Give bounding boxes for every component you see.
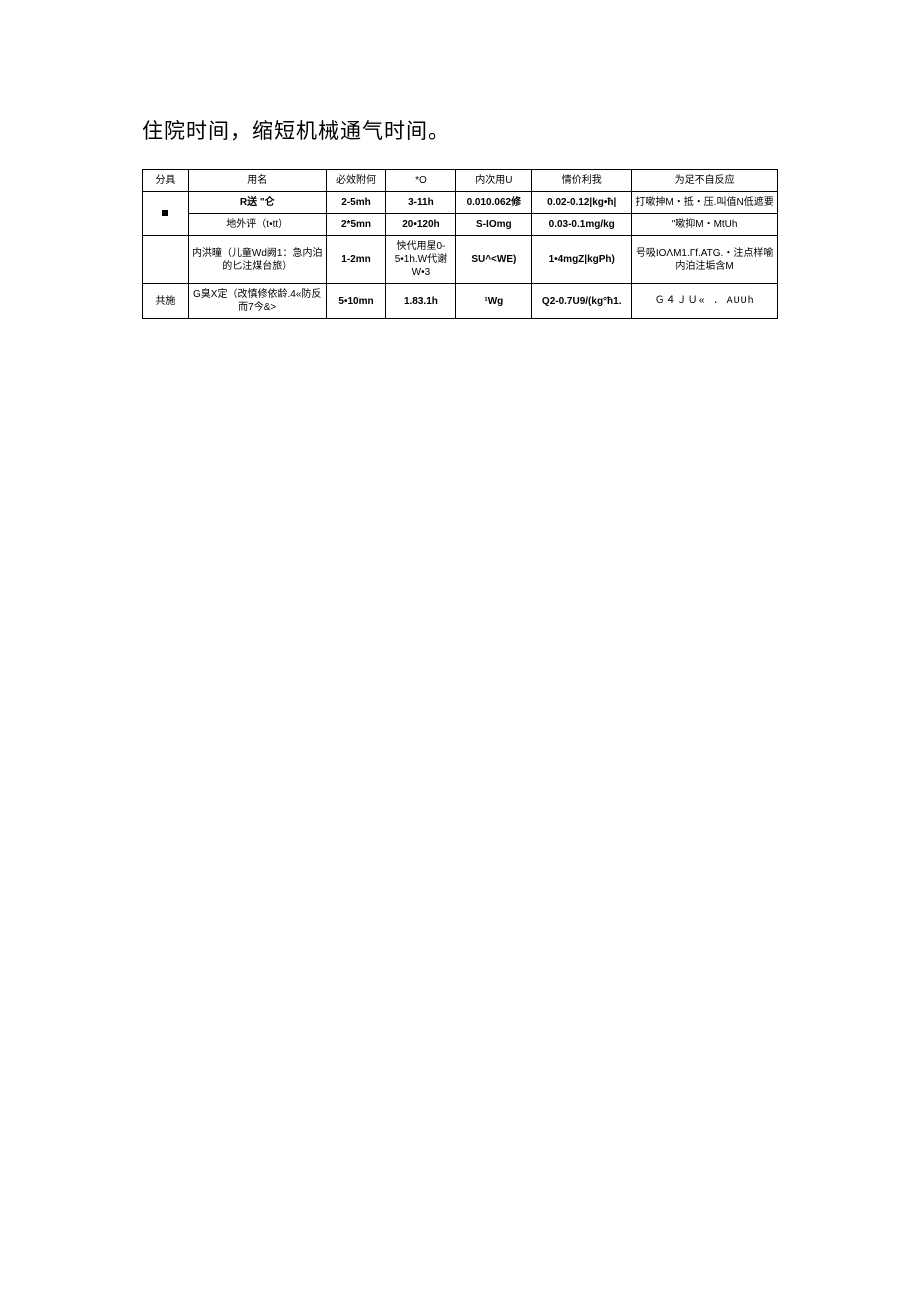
cell: ¹Wg [456, 284, 532, 319]
header-cell: 情价利我 [532, 170, 632, 192]
cell: S-IOmg [456, 214, 532, 236]
cell: 1-2mn [326, 236, 386, 284]
cell: R送 "仑 [188, 192, 326, 214]
cell: 地外评（t•tt） [188, 214, 326, 236]
header-cell: 内次用U [456, 170, 532, 192]
cell: 1•4mgZ|kgPh) [532, 236, 632, 284]
cell: 3-11h [386, 192, 456, 214]
page-heading: 住院时间，缩短机械通气时间。 [142, 115, 778, 145]
cell: 内洪曈（儿童Wd阙1：急内泊的匕注煤台旅） [188, 236, 326, 284]
header-cell: 用名 [188, 170, 326, 192]
data-table: 分具 用名 必效附何 *O 内次用U 情价利我 为足不自反应 R送 "仑 2-5… [142, 169, 778, 319]
header-cell: 分具 [143, 170, 189, 192]
cell: 0.03-0.1mg/kg [532, 214, 632, 236]
cell: Q2-0.7U9/(kg°ħ1. [532, 284, 632, 319]
cell: 打嗽抻M・抵・压.叫值N低遮要 [632, 192, 778, 214]
cell: 0.02-0.12|kg•ħ| [532, 192, 632, 214]
cell: 20•120h [386, 214, 456, 236]
table-row: 内洪曈（儿童Wd阙1：急内泊的匕注煤台旅） 1-2mn 怏代用星0-5•1h.W… [143, 236, 778, 284]
cell: Ｇ４ＪＵ« . AUUh [632, 284, 778, 319]
cell: 0.010.062修 [456, 192, 532, 214]
cell: 号吸IOΛM1.Гf.ATG.・注点样喻内泊注垢含M [632, 236, 778, 284]
square-icon [162, 210, 168, 216]
table-row: 共施 G臭X定（改慎修依龄.4«防反而7今&> 5•10mn 1.83.1h ¹… [143, 284, 778, 319]
table-row: R送 "仑 2-5mh 3-11h 0.010.062修 0.02-0.12|k… [143, 192, 778, 214]
table-row: 地外评（t•tt） 2*5mn 20•120h S-IOmg 0.03-0.1m… [143, 214, 778, 236]
cell: 5•10mn [326, 284, 386, 319]
table-header-row: 分具 用名 必效附何 *O 内次用U 情价利我 为足不自反应 [143, 170, 778, 192]
cell: 1.83.1h [386, 284, 456, 319]
cell-category [143, 192, 189, 236]
cell-category [143, 236, 189, 284]
header-cell: *O [386, 170, 456, 192]
cell: 2*5mn [326, 214, 386, 236]
cell: SU^<WE) [456, 236, 532, 284]
cell: "嗽抑M・MtUh [632, 214, 778, 236]
cell: G臭X定（改慎修依龄.4«防反而7今&> [188, 284, 326, 319]
cell-text: R送 "仑 [240, 197, 275, 208]
cell: 怏代用星0-5•1h.W代谢W•3 [386, 236, 456, 284]
header-cell: 为足不自反应 [632, 170, 778, 192]
cell: 2-5mh [326, 192, 386, 214]
cell-category: 共施 [143, 284, 189, 319]
header-cell: 必效附何 [326, 170, 386, 192]
